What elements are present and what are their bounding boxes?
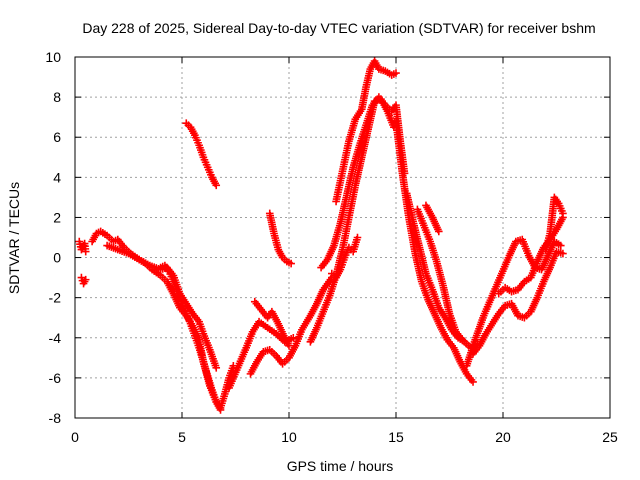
series-arc-22 [542, 193, 567, 254]
series-arc-5 [156, 261, 238, 412]
data-point [435, 227, 443, 236]
y-tick-label: 4 [53, 169, 61, 185]
data-point [212, 364, 221, 372]
data-point [285, 342, 293, 350]
data-point [556, 241, 565, 250]
series-arc-18 [422, 201, 443, 236]
x-tick-label: 20 [495, 429, 511, 445]
x-tick-label: 25 [602, 429, 618, 445]
data-point [77, 273, 86, 282]
x-tick-label: 0 [71, 429, 79, 445]
series-arc-15 [392, 117, 477, 386]
data-point [469, 378, 477, 386]
y-tick-label: 6 [53, 129, 61, 145]
series-arc-13 [332, 57, 400, 206]
y-tick-label: -6 [49, 370, 62, 386]
series-arc-14 [328, 233, 362, 282]
series-arc-2 [77, 273, 90, 288]
series-arc-1 [75, 237, 90, 256]
series-arc-17 [413, 205, 473, 350]
series-arc-8 [246, 273, 336, 378]
x-axis-label: GPS time / hours [287, 458, 394, 474]
series-arc-9 [250, 297, 293, 350]
plot-frame [74, 56, 611, 419]
x-tick-label: 15 [388, 429, 404, 445]
data-point [353, 233, 362, 242]
data-point [559, 209, 567, 218]
series-arc-20 [462, 235, 565, 370]
series-arc-10 [265, 209, 295, 268]
series-arc-19 [469, 247, 567, 358]
series-arc-6 [182, 119, 221, 190]
y-axis-label: SDTVAR / TECUs [6, 182, 22, 294]
y-tick-label: 8 [53, 89, 61, 105]
data-point [392, 69, 400, 77]
data-markers [75, 57, 567, 414]
x-tick-label: 5 [178, 429, 186, 445]
x-tick-label: 10 [281, 429, 297, 445]
y-tick-label: 0 [53, 250, 61, 266]
y-tick-label: -8 [49, 410, 62, 426]
data-point [289, 333, 298, 342]
y-tick-label: -4 [49, 330, 62, 346]
data-point [287, 259, 295, 268]
data-point [81, 275, 90, 284]
y-tick-label: -2 [49, 290, 62, 306]
y-tick-label: 2 [53, 209, 61, 225]
data-point [212, 181, 221, 190]
data-point [559, 249, 567, 258]
y-tick-label: 10 [45, 49, 61, 65]
chart-title: Day 228 of 2025, Sidereal Day-to-day VTE… [82, 20, 595, 36]
series-arc-4 [103, 241, 221, 372]
series-arc-7 [225, 317, 298, 392]
data-point [81, 247, 90, 256]
axis-ticks: 0 5 10 15 20 25 -8 -6 -4 -2 0 2 4 6 8 10 [45, 49, 618, 445]
